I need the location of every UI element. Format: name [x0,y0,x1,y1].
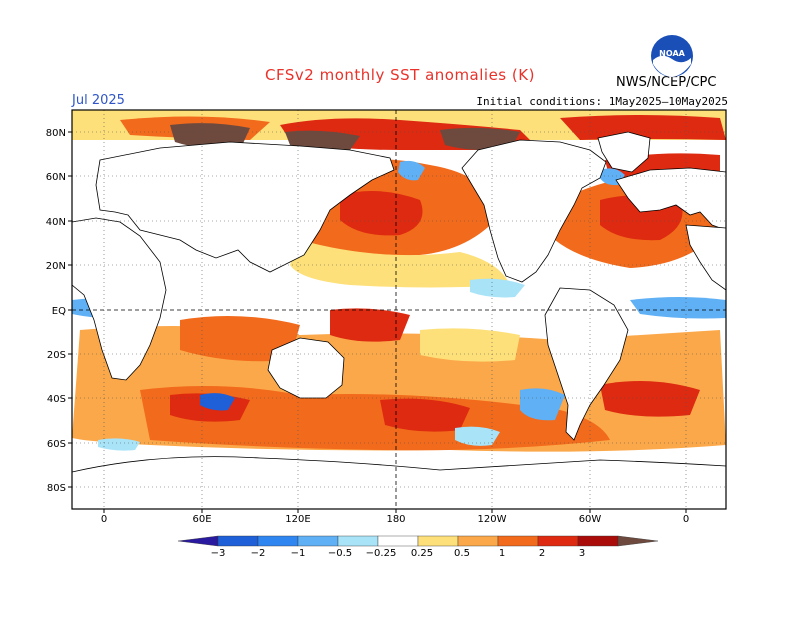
lon-axis: 0 60E 120E 180 120W 60W 0 [101,514,689,525]
colorbar [177,535,659,547]
anomaly-field [72,110,726,509]
colorbar-tick: 1 [499,548,505,559]
noaa-logo-text: NOAA [659,49,685,58]
colorbar-segment [617,535,659,547]
colorbar-tick: 0.25 [411,548,433,559]
colorbar-segment [177,535,219,547]
colorbar-segment [417,535,459,547]
lat-label: 40S [47,394,66,405]
colorbar-segment [577,535,619,547]
colorbar-segment [457,535,499,547]
lon-label: 0 [683,514,689,525]
land-australia [267,337,345,399]
agency-label: NWS/NCEP/CPC [616,75,717,90]
gridlines [72,110,726,509]
equator-dateline [72,110,726,509]
colorbar-segment [377,535,419,547]
colorbar-tick: −1 [291,548,306,559]
map-title: CFSv2 monthly SST anomalies (K) [265,66,535,84]
forecast-month: Jul 2025 [72,93,125,108]
lon-label: 60W [579,514,602,525]
colorbar-tick: 2 [539,548,545,559]
colorbar-tick: 0.5 [454,548,470,559]
lat-label: 60S [47,439,66,450]
lon-label: 60E [192,514,211,525]
lat-label: 80S [47,483,66,494]
colorbar-labels: −3 −2 −1 −0.5 −0.25 0.25 0.5 1 2 3 [211,548,586,559]
land-west-africa [685,224,726,291]
land-europe [615,167,726,231]
initial-conditions: Initial conditions: 1May2025–10May2025 [476,95,728,108]
land-greenland [597,131,651,173]
colorbar-tick: −0.25 [366,548,397,559]
lat-label: 20S [47,350,66,361]
colorbar-segment [297,535,339,547]
lat-label: 20N [46,261,66,272]
colorbar-tick: −3 [211,548,226,559]
lon-label: 120W [478,514,507,525]
lon-label: 0 [101,514,107,525]
lat-label: 60N [46,172,66,183]
lon-label: 180 [386,514,405,525]
colorbar-segment [217,535,259,547]
lat-label: 80N [46,128,66,139]
lat-ticks [68,131,72,488]
land-south-america [544,287,629,441]
land-antarctica [72,456,726,509]
colorbar-segment [337,535,379,547]
colorbar-tick: −2 [251,548,266,559]
noaa-logo-wave [653,55,691,77]
lon-label: 120E [285,514,310,525]
lat-label: 40N [46,217,66,228]
land-africa [72,217,167,381]
land-eurasia [95,141,395,273]
lon-ticks [103,509,687,513]
colorbar-tick: −0.5 [328,548,352,559]
colorbar-segment [257,535,299,547]
colorbar-segment [497,535,539,547]
colorbar-tick: 3 [579,548,585,559]
noaa-logo: NOAA [651,35,693,77]
lat-label: EQ [52,306,66,317]
lat-axis: 80N 60N 40N 20N EQ 20S 40S 60S 80S [46,128,66,494]
colorbar-segment [537,535,579,547]
